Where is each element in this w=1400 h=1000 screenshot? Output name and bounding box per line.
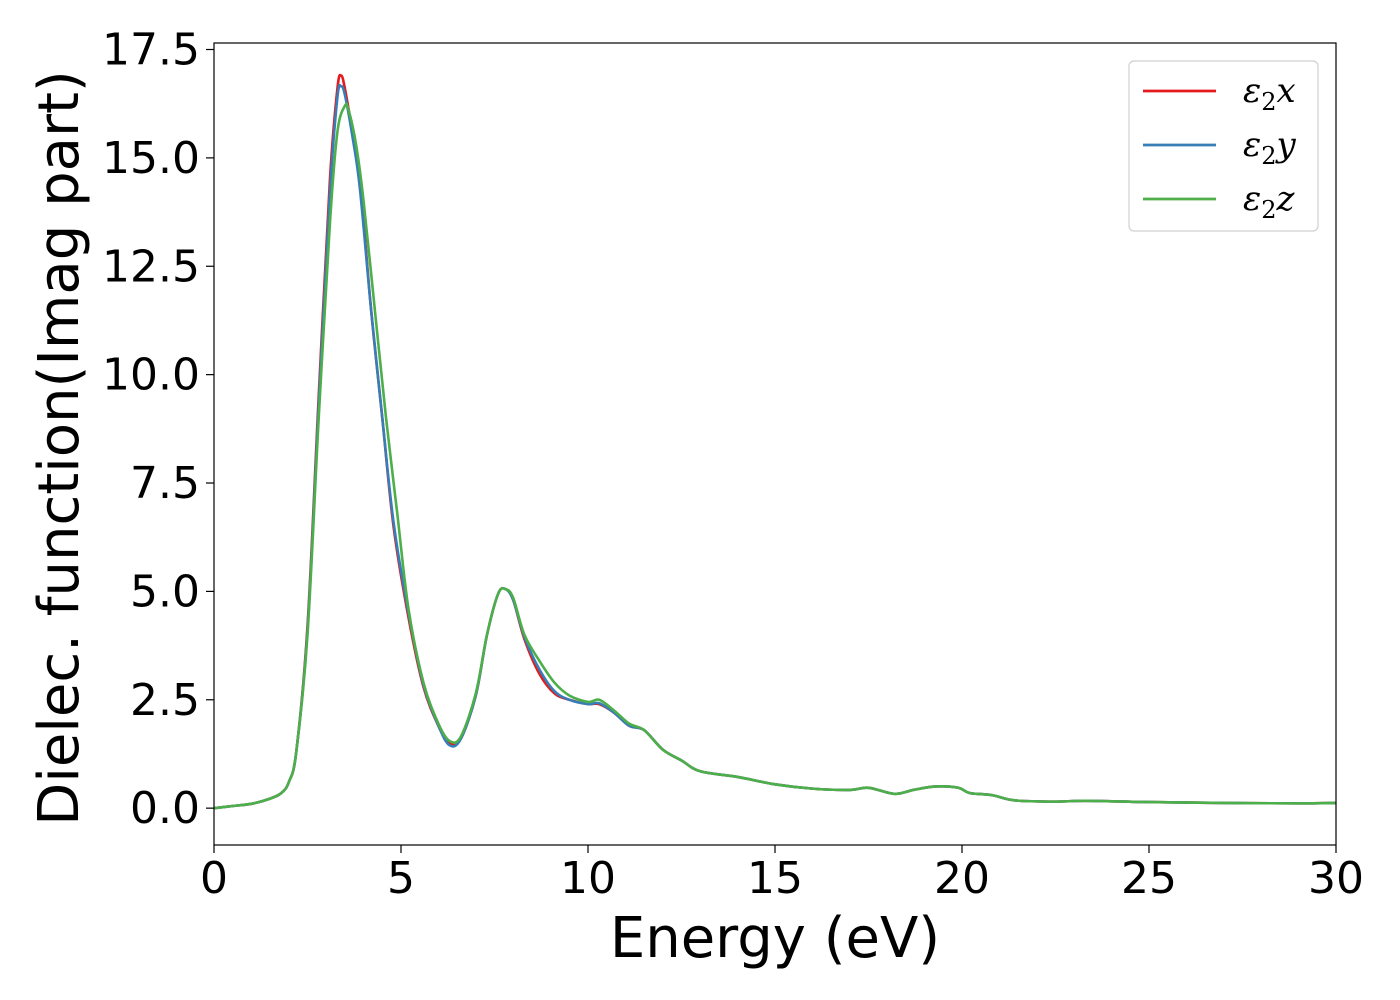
y-tick-label: 2.5: [130, 675, 200, 726]
x-tick-label: 25: [1121, 853, 1177, 904]
legend-label-x: ε2x: [1243, 71, 1296, 116]
y-tick-label: 10.0: [102, 350, 200, 401]
y-tick-label: 7.5: [130, 458, 200, 509]
legend-box: [1128, 60, 1319, 232]
legend-label-z: ε2z: [1243, 179, 1296, 224]
y-tick-label: 15.0: [102, 133, 200, 184]
y-tick-label: 5.0: [130, 566, 200, 617]
series-line-z: [213, 102, 1337, 810]
y-tick-label: 0.0: [130, 783, 200, 834]
legend-label-y: ε2y: [1243, 125, 1297, 170]
y-tick-label: 12.5: [102, 241, 200, 292]
x-tick-label: 5: [387, 853, 415, 904]
x-axis-title: Energy (eV): [610, 906, 940, 971]
x-tick-label: 15: [747, 853, 803, 904]
y-tick-label: 17.5: [102, 25, 200, 76]
x-tick-label: 0: [200, 853, 228, 904]
y-axis-title: Dielec. function(Imag part): [27, 70, 92, 826]
x-tick-label: 30: [1308, 853, 1364, 904]
x-tick-label: 20: [934, 853, 990, 904]
x-axis: 0 5 10 15 20 25 30: [200, 845, 1364, 904]
y-axis: 0.0 2.5 5.0 7.5 10.0 12.5 15.0 17.5: [102, 25, 214, 834]
series-layer: [213, 73, 1337, 810]
legend: ε2x ε2y ε2z: [1128, 60, 1319, 232]
x-tick-label: 10: [560, 853, 616, 904]
